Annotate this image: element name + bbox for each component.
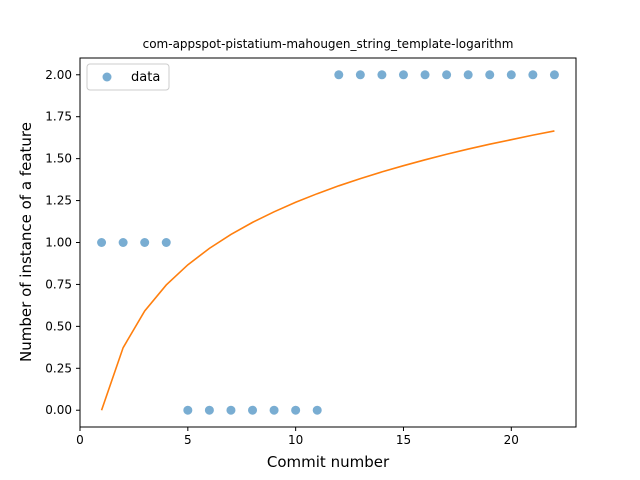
data-point [161,238,171,247]
fit-line [100,130,555,411]
plot-area [97,70,559,415]
legend-marker-data [102,72,112,82]
data-point [183,405,193,415]
y-tick-label: 0.00 [45,403,72,417]
x-tick-label: 0 [76,433,84,447]
y-tick-label: 1.75 [45,110,72,124]
data-point [118,238,128,247]
data-point [140,238,150,247]
y-tick-label: 1.00 [45,236,72,250]
chart-title: com-appspot-pistatium-mahougen_string_te… [143,37,514,51]
x-tick-label: 10 [288,433,303,447]
data-point [442,70,452,80]
y-tick-label: 1.25 [45,194,72,208]
data-point [312,405,322,415]
data-point [506,70,516,80]
data-point [97,238,107,247]
data-point [355,70,365,80]
x-tick-label: 5 [184,433,192,447]
data-point [420,70,430,80]
data-point [269,405,279,415]
x-tick-label: 20 [504,433,519,447]
data-point [226,405,236,415]
data-point [549,70,559,80]
data-point [377,70,387,80]
y-tick-label: 2.00 [45,68,72,82]
y-tick-label: 0.50 [45,319,72,333]
plot-frame [79,57,577,428]
y-tick-label: 0.25 [45,361,72,375]
legend-frame [86,63,170,91]
data-point [334,70,344,80]
data-point [248,405,258,415]
data-point [291,405,301,415]
data-point [528,70,538,80]
x-tick-label: 15 [396,433,411,447]
data-point [398,70,408,80]
y-tick-label: 0.75 [45,277,72,291]
y-axis-label: Number of instance of a feature [17,122,35,362]
y-tick-label: 1.50 [45,152,72,166]
legend: data [86,63,170,91]
data-point [463,70,473,80]
data-point [485,70,495,80]
data-point [204,405,214,415]
x-axis-label: Commit number [267,453,390,471]
legend-label-data: data [131,70,160,85]
